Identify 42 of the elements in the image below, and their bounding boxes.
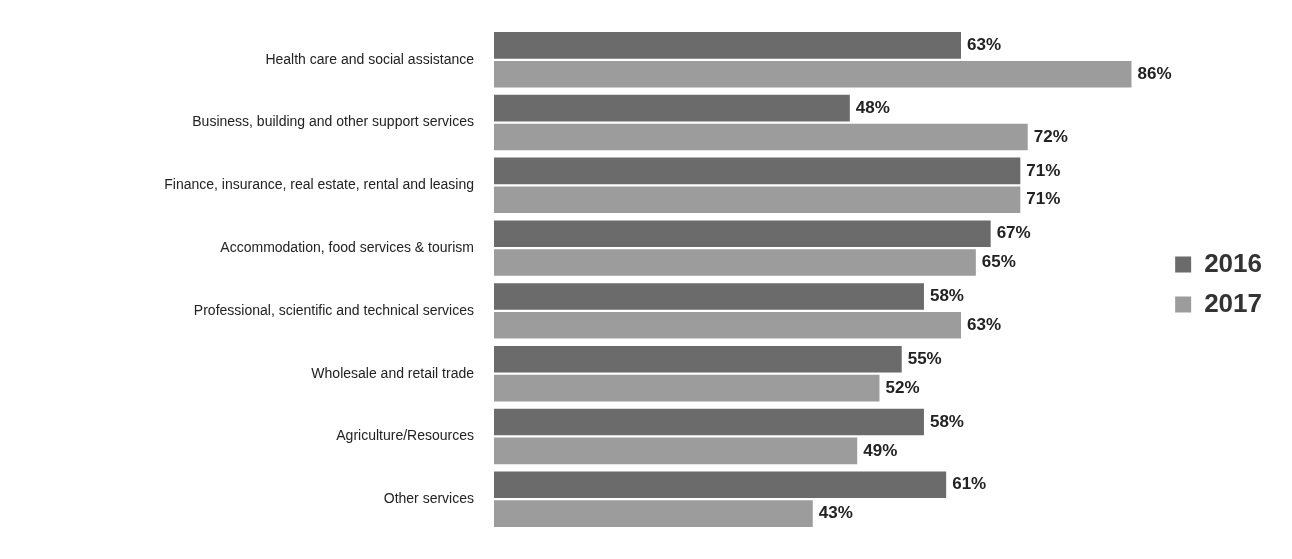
bar xyxy=(494,60,1132,88)
data-label: 58% xyxy=(929,411,964,431)
y-tick-label: Finance, insurance, real estate, rental and leasing xyxy=(164,176,474,193)
bar xyxy=(494,249,976,276)
y-tick-label: Professional, scientific and technical services xyxy=(193,301,474,318)
data-label: 63% xyxy=(967,315,1002,335)
bar xyxy=(494,94,850,122)
data-label: 63% xyxy=(967,35,1002,55)
bar xyxy=(494,32,962,59)
data-label: 86% xyxy=(1137,63,1172,83)
bar xyxy=(494,283,924,310)
y-tick-label: Agriculture/Resources xyxy=(336,427,474,444)
bar xyxy=(494,471,947,499)
bar xyxy=(494,220,991,247)
data-label: 55% xyxy=(907,348,942,368)
data-label: 49% xyxy=(863,440,898,460)
bar xyxy=(494,437,858,465)
legend-label: 2016 xyxy=(1204,247,1262,278)
bar xyxy=(494,123,1028,151)
data-label: 72% xyxy=(1033,126,1068,146)
data-label: 48% xyxy=(855,97,890,117)
bar xyxy=(494,408,924,436)
legend-label: 2017 xyxy=(1204,287,1262,318)
data-label: 65% xyxy=(981,252,1016,272)
y-tick-label: Other services xyxy=(383,490,474,507)
y-tick-label: Health care and social assistance xyxy=(265,50,475,67)
bar xyxy=(494,312,962,339)
bar xyxy=(494,500,813,527)
y-tick-label: Accommodation, food services & tourism xyxy=(220,238,474,255)
data-label: 61% xyxy=(952,474,987,494)
data-label: 71% xyxy=(1026,160,1061,180)
y-tick-label: Business, building and other support services xyxy=(192,113,474,130)
data-label: 43% xyxy=(818,503,853,523)
data-label: 58% xyxy=(929,286,964,306)
data-label: 67% xyxy=(996,223,1031,243)
bar xyxy=(494,186,1021,214)
data-label: 71% xyxy=(1026,189,1061,209)
bar xyxy=(494,374,880,402)
data-label: 52% xyxy=(885,377,920,397)
y-tick-label: Wholesale and retail trade xyxy=(311,364,475,381)
bar xyxy=(494,157,1021,185)
bar xyxy=(494,345,902,373)
